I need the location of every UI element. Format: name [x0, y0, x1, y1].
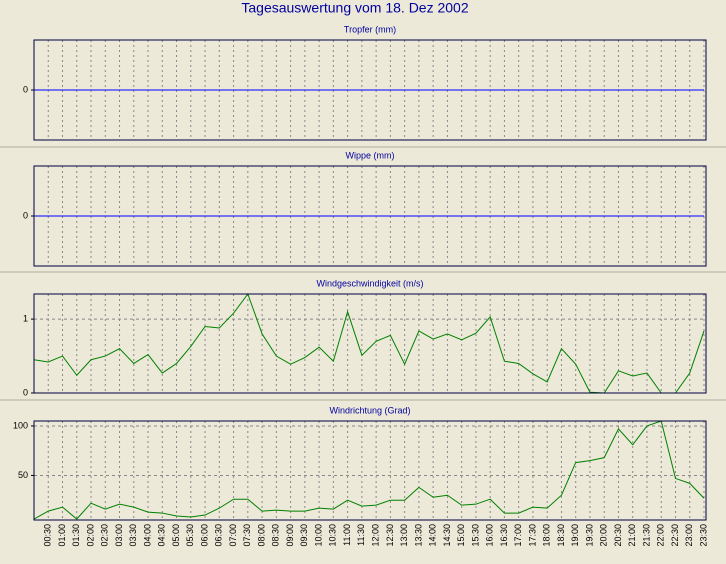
x-tick-label: 22:00 — [656, 524, 666, 547]
x-tick-label: 19:00 — [570, 524, 580, 547]
x-tick-label: 15:30 — [470, 524, 480, 547]
chart-title: Wippe (mm) — [346, 150, 395, 160]
x-tick-label: 02:00 — [85, 524, 95, 547]
plot-frame — [33, 165, 707, 267]
x-tick-label: 21:30 — [641, 524, 651, 547]
x-tick-label: 15:00 — [456, 524, 466, 547]
y-tick-label: 0 — [23, 210, 28, 220]
x-tick-label: 16:00 — [485, 524, 495, 547]
x-tick-label: 01:00 — [57, 524, 67, 547]
x-tick-label: 08:30 — [271, 524, 281, 547]
x-tick-label: 13:00 — [399, 524, 409, 547]
x-tick-label: 02:30 — [100, 524, 110, 547]
x-tick-label: 01:30 — [71, 524, 81, 547]
x-tick-label: 10:30 — [328, 524, 338, 547]
x-tick-label: 19:30 — [584, 524, 594, 547]
x-tick-label: 08:00 — [256, 524, 266, 547]
x-tick-label: 11:30 — [356, 524, 366, 546]
x-tick-label: 05:00 — [171, 524, 181, 547]
x-tick-label: 14:00 — [428, 524, 438, 547]
x-tick-label: 13:30 — [413, 524, 423, 547]
data-line — [33, 292, 705, 394]
x-tick-label: 03:00 — [114, 524, 124, 547]
x-tick-label: 06:00 — [199, 524, 209, 547]
x-tick-label: 17:30 — [527, 524, 537, 547]
x-tick-label: 06:30 — [214, 524, 224, 547]
chart-title: Tropfer (mm) — [344, 24, 396, 34]
page-title: Tagesauswertung vom 18. Dez 2002 — [241, 0, 468, 16]
x-tick-label: 07:00 — [228, 524, 238, 547]
x-tick-label: 16:30 — [499, 524, 509, 547]
x-tick-label: 17:00 — [513, 524, 523, 547]
x-tick-label: 18:00 — [542, 524, 552, 547]
plot-frame — [33, 420, 707, 521]
x-tick-label: 12:00 — [371, 524, 381, 547]
y-tick-label: 100 — [13, 420, 28, 430]
x-tick-label: 04:00 — [142, 524, 152, 547]
x-tick-label: 05:30 — [185, 524, 195, 547]
x-tick-label: 18:30 — [556, 524, 566, 547]
x-tick-label: 23:30 — [698, 524, 708, 547]
x-tick-label: 11:00 — [342, 524, 352, 546]
plot-frame — [33, 39, 707, 141]
chart-title: Windgeschwindigkeit (m/s) — [316, 278, 423, 288]
plot-frame — [33, 293, 707, 394]
y-tick-label: 0 — [23, 387, 28, 397]
x-tick-label: 10:00 — [313, 524, 323, 547]
x-tick-label: 07:30 — [242, 524, 252, 547]
x-tick-label: 21:00 — [627, 524, 637, 547]
x-tick-label: 23:00 — [684, 524, 694, 547]
x-tick-label: 22:30 — [670, 524, 680, 547]
data-line — [33, 420, 705, 520]
x-tick-label: 03:30 — [128, 524, 138, 547]
y-tick-label: 1 — [23, 313, 28, 323]
x-tick-label: 14:30 — [442, 524, 452, 547]
y-tick-label: 0 — [23, 84, 28, 94]
x-tick-label: 12:30 — [385, 524, 395, 547]
x-tick-label: 09:00 — [285, 524, 295, 547]
chart-title: Windrichtung (Grad) — [329, 405, 410, 415]
y-tick-label: 50 — [18, 470, 28, 480]
x-tick-label: 09:30 — [299, 524, 309, 547]
x-tick-label: 04:30 — [157, 524, 167, 547]
x-tick-label: 20:30 — [613, 524, 623, 547]
x-tick-label: 20:00 — [599, 524, 609, 547]
x-tick-label: 00:30 — [43, 524, 53, 547]
